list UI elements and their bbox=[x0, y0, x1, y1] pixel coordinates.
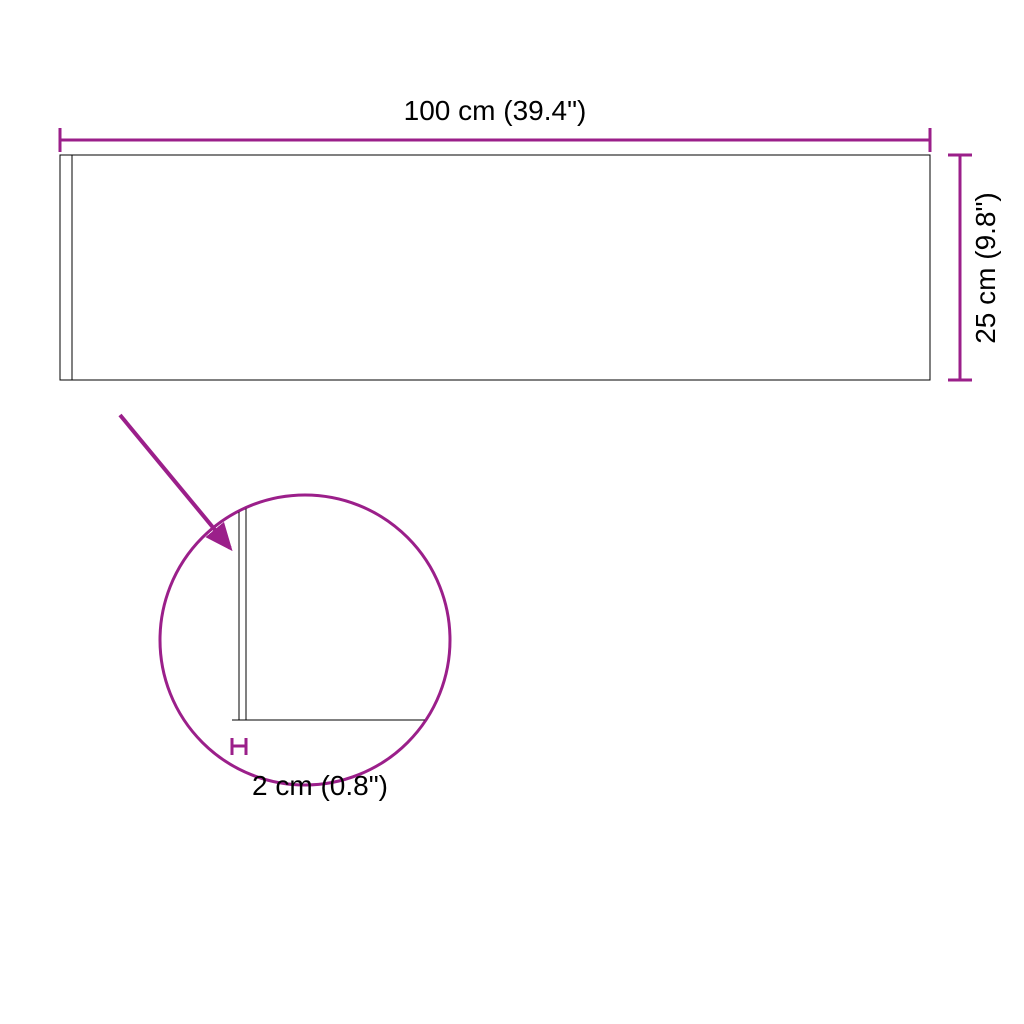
panel-outline bbox=[60, 155, 930, 380]
thickness-label: 2 cm (0.8") bbox=[252, 770, 388, 801]
width-label: 100 cm (39.4") bbox=[404, 95, 587, 126]
detail-circle bbox=[160, 495, 450, 785]
height-label: 25 cm (9.8") bbox=[970, 192, 1001, 344]
detail-contents bbox=[232, 505, 448, 755]
